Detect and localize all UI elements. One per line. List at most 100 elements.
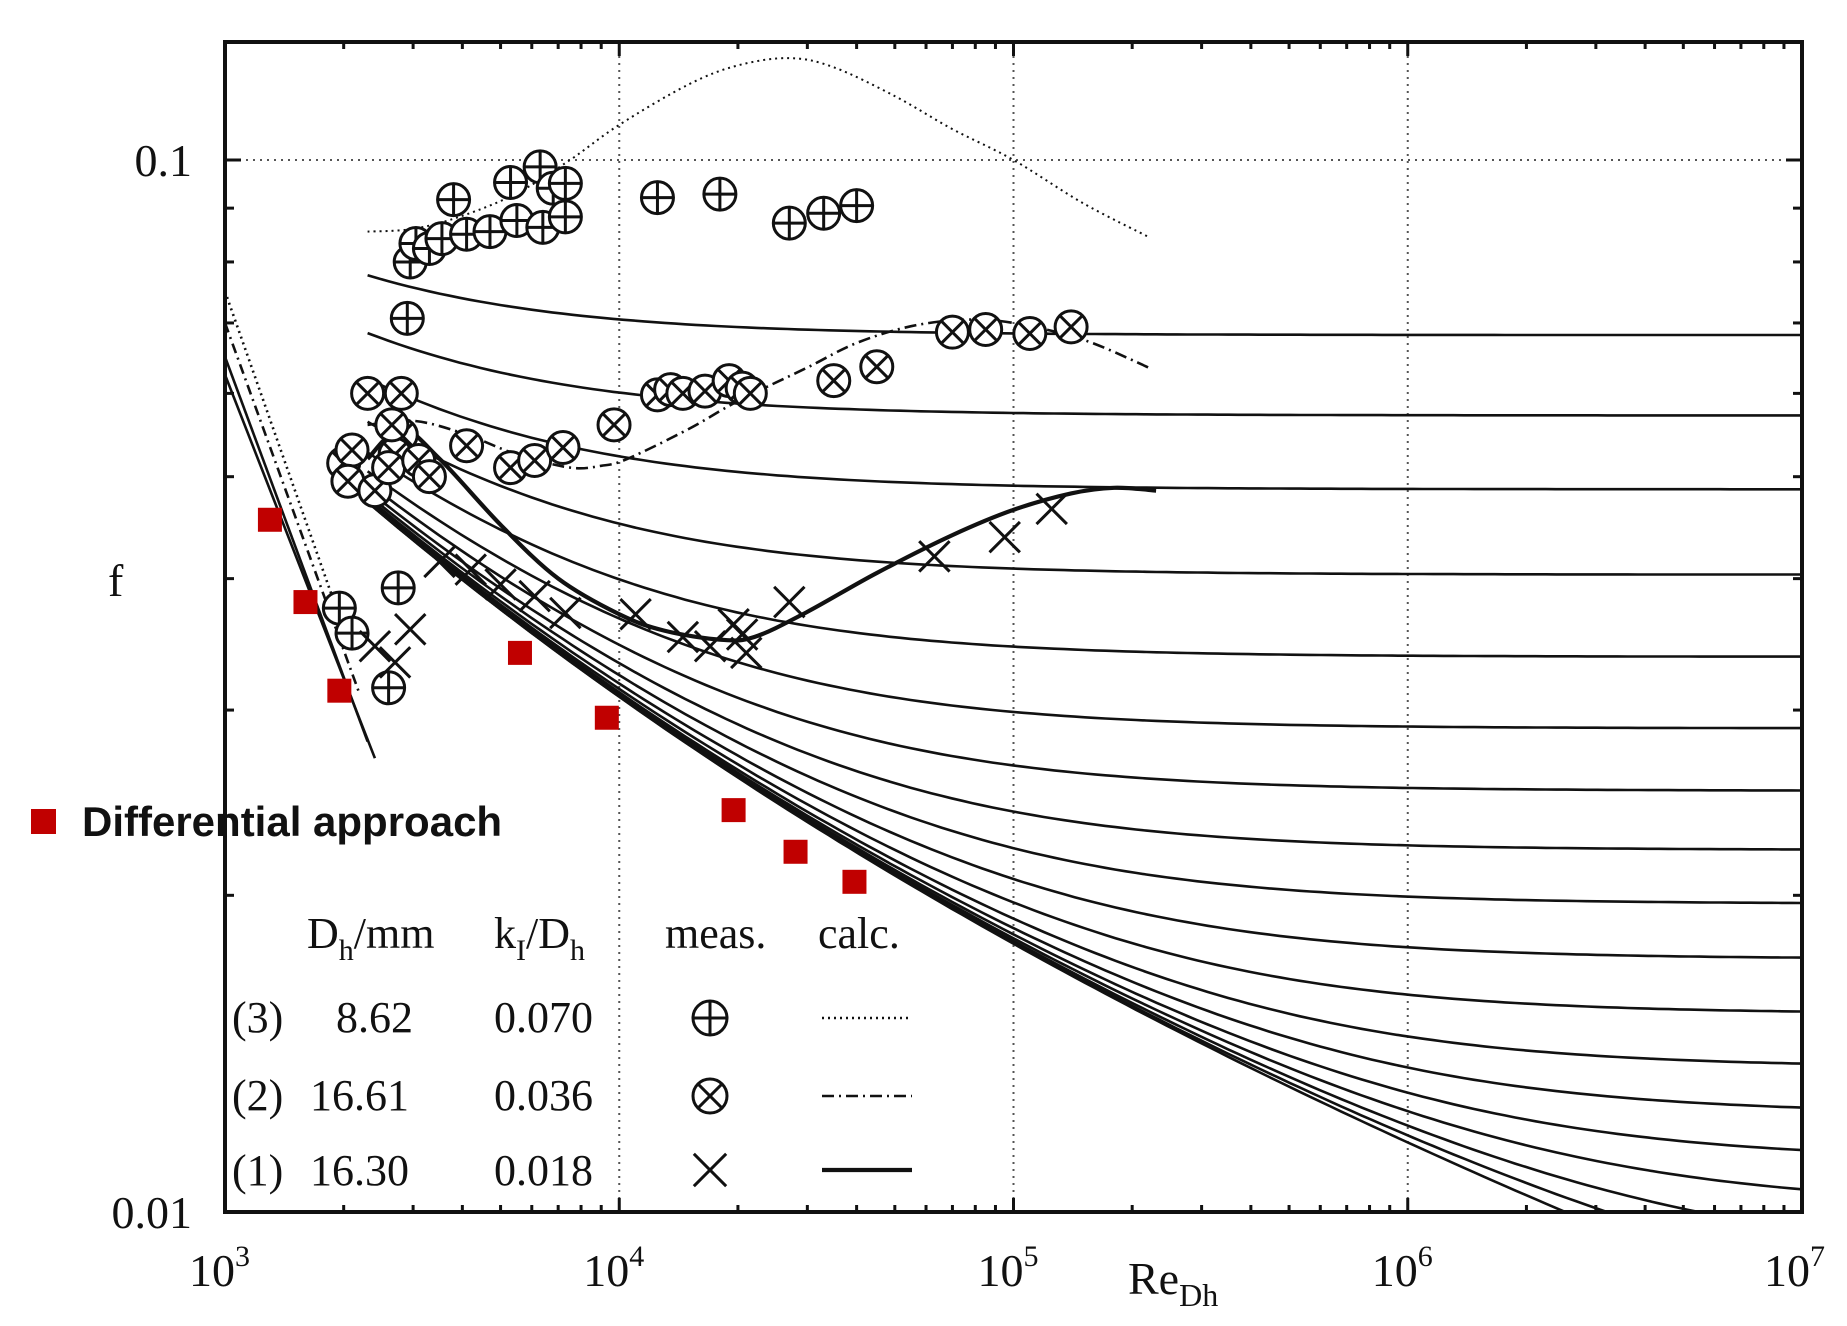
circle-x-marker	[517, 443, 553, 479]
differential-approach-marker	[842, 869, 867, 894]
circle-x-marker	[1012, 316, 1048, 352]
colebrook-curve	[366, 501, 1706, 1212]
x-marker	[518, 579, 551, 613]
colebrook-curve	[366, 500, 1802, 1152]
x-marker	[619, 597, 652, 631]
colebrook-curve	[366, 470, 1802, 730]
circle-x-marker	[350, 375, 386, 411]
differential-approach-legend: Differential approach	[31, 798, 502, 845]
circle-x-marker	[371, 450, 407, 486]
calc-curve-dash-dot	[367, 318, 1150, 470]
circle-x-marker	[449, 428, 485, 464]
x-marker	[454, 553, 487, 586]
x-tick-label: 106	[1372, 1240, 1433, 1296]
x-axis-label: ReDh	[1128, 1253, 1218, 1313]
circle-plus-marker	[380, 570, 416, 606]
legend-row-3-dh: 8.62	[336, 993, 413, 1042]
differential-approach-marker	[721, 798, 746, 823]
x-tick-labels: 103 104 105 106 107	[189, 1240, 1825, 1296]
x-marker	[549, 596, 582, 630]
legend-row-3-id: (3)	[232, 993, 283, 1042]
differential-approach-label: Differential approach	[82, 798, 502, 845]
x-marker	[773, 585, 806, 619]
x-marker	[484, 568, 517, 601]
colebrook-curve	[366, 498, 1802, 1013]
y-tick-label: 0.1	[135, 135, 193, 186]
colebrook-curve	[366, 481, 1802, 792]
x-tick-label: 103	[189, 1240, 250, 1296]
differential-approach-marker	[293, 590, 318, 615]
colebrook-curve	[366, 493, 1802, 905]
x-tick-label: 104	[583, 1240, 644, 1296]
y-tick-label: 0.01	[112, 1187, 193, 1238]
circle-plus-marker	[691, 999, 729, 1037]
colebrook-curve	[366, 496, 1802, 959]
circle-x-marker	[383, 375, 419, 411]
x-marker	[692, 1152, 728, 1188]
legend-header-dh: Dh/mm	[307, 909, 434, 967]
differential-approach-marker	[594, 705, 619, 730]
circle-x-marker	[411, 459, 447, 495]
differential-approach-marker	[507, 640, 532, 665]
circle-plus-marker	[493, 164, 529, 200]
legend-header-meas: meas.	[665, 909, 766, 958]
laminar-line	[225, 356, 369, 743]
measured-markers	[321, 149, 1089, 706]
colebrook-curve	[366, 488, 1802, 851]
x-marker	[378, 646, 412, 679]
legend-header-calc: calc.	[818, 909, 900, 958]
colebrook-curve	[366, 451, 1802, 658]
differential-approach-markers	[257, 507, 867, 894]
circle-plus-marker	[639, 180, 675, 216]
circle-x-marker	[545, 429, 581, 465]
circle-x-marker	[374, 407, 410, 443]
differential-approach-marker	[327, 678, 352, 703]
colebrook-curve	[367, 331, 1802, 417]
circle-x-marker	[816, 363, 852, 399]
circle-x-marker	[596, 407, 632, 443]
x-tick-label: 105	[978, 1240, 1039, 1296]
legend-row-1-roughness: 0.018	[494, 1146, 593, 1195]
legend-row-2-roughness: 0.036	[494, 1071, 593, 1120]
legend-row-2-dh: 16.61	[310, 1071, 409, 1120]
colebrook-curve	[366, 499, 1802, 1065]
circle-plus-marker	[771, 205, 807, 241]
circle-plus-marker	[806, 195, 842, 231]
circle-plus-marker	[389, 300, 425, 336]
legend-header-roughness: kI/Dh	[494, 909, 585, 967]
circle-x-marker	[968, 312, 1004, 348]
axis-ticks	[223, 42, 1804, 1214]
circle-plus-marker	[702, 176, 738, 212]
circle-x-marker	[1053, 309, 1089, 345]
colebrook-curve	[367, 377, 1802, 491]
legend-row-3-roughness: 0.070	[494, 993, 593, 1042]
circle-plus-marker	[371, 670, 407, 706]
legend-marker-samples	[691, 999, 729, 1188]
circle-x-marker	[732, 375, 768, 411]
y-tick-labels: 0.1 0.01	[112, 135, 193, 1238]
x-marker	[423, 545, 456, 579]
legend-table: Dh/mm kI/Dh meas. calc. (3) 8.62 0.070 (…	[232, 909, 912, 1195]
legend-row-1-id: (1)	[232, 1146, 283, 1195]
circle-x-marker	[859, 349, 895, 385]
colebrook-curve	[366, 420, 1802, 576]
differential-approach-marker	[783, 839, 808, 864]
circle-x-marker	[934, 314, 970, 350]
legend-row-2-id: (2)	[232, 1071, 283, 1120]
circle-x-marker	[334, 432, 370, 468]
circle-plus-marker	[547, 165, 583, 201]
x-marker	[725, 618, 759, 651]
circle-plus-marker	[436, 182, 472, 218]
x-marker	[358, 629, 392, 663]
calc-curve-dotted	[367, 57, 1149, 238]
y-axis-label: f	[108, 555, 124, 606]
x-marker	[918, 540, 951, 573]
circle-plus-marker	[472, 214, 508, 250]
legend-row-1-dh: 16.30	[310, 1146, 409, 1195]
differential-approach-marker	[257, 507, 282, 532]
x-marker	[730, 636, 763, 670]
circle-plus-marker	[839, 188, 875, 224]
laminar-line	[225, 291, 354, 654]
x-marker	[1035, 492, 1068, 526]
